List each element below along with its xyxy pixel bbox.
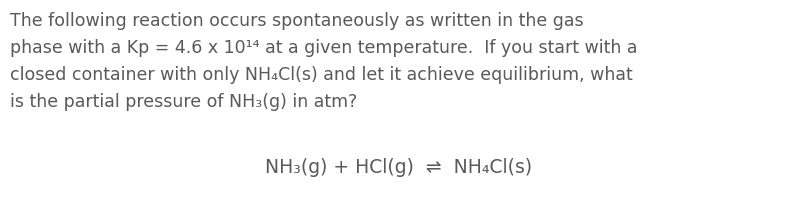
Text: NH₃(g) + HCl(g)  ⇌  NH₄Cl(s): NH₃(g) + HCl(g) ⇌ NH₄Cl(s) [266,157,532,176]
Text: closed container with only NH₄Cl(s) and let it achieve equilibrium, what: closed container with only NH₄Cl(s) and … [10,66,633,84]
Text: The following reaction occurs spontaneously as written in the gas: The following reaction occurs spontaneou… [10,12,583,30]
Text: phase with a Kp = 4.6 x 10¹⁴ at a given temperature.  If you start with a: phase with a Kp = 4.6 x 10¹⁴ at a given … [10,39,638,57]
Text: is the partial pressure of NH₃(g) in atm?: is the partial pressure of NH₃(g) in atm… [10,93,358,110]
